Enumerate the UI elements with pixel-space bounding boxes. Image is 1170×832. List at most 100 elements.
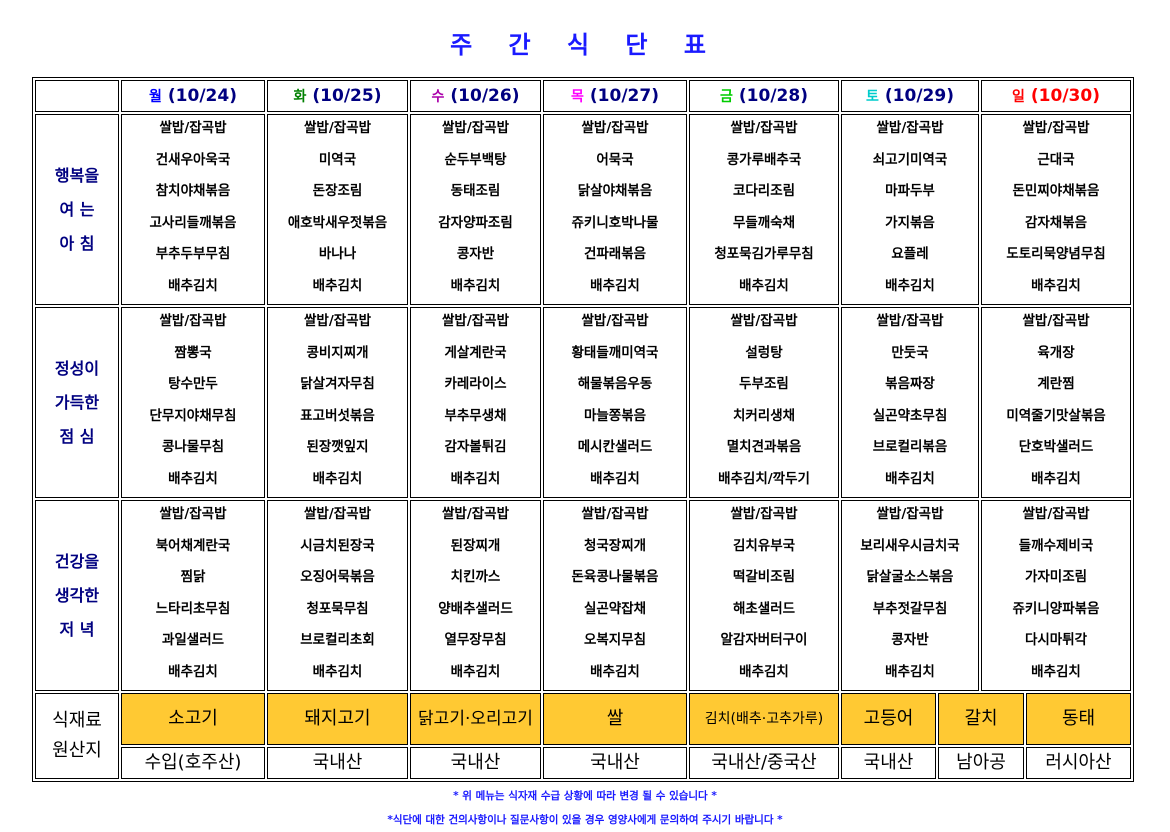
dish-item: 콩가루배추국 [726,151,802,168]
origin-cell: 국내산 [410,747,541,779]
dish-item: 브로컬리볶음 [872,439,948,455]
dish-item: 멸치견과볶음 [726,439,802,455]
menu-cell: 쌀밥/잡곡밥 순두부백탕 동태조림 감자양파조림 콩자반 배추김치 [410,114,541,305]
menu-cell: 쌀밥/잡곡밥 청국장찌개 돈육콩나물볶음 실곤약잡채 오복지무침 배추김치 [543,500,687,691]
menu-cell: 쌀밥/잡곡밥 콩가루배추국 코다리조림 무들깨숙채 청포묵김가루무침 배추김치 [689,114,839,305]
dish-item: 열무장무침 [444,632,507,648]
day-date: (10/27) [589,86,659,106]
dish-item: 배추김치 [450,277,501,294]
day-header: 토 (10/29) [841,80,979,112]
ingredient-cell: 돼지고기 [267,693,408,745]
dish-item: 도토리묵양념무침 [1006,246,1106,262]
day-icon: 수 [431,89,445,105]
dish-item: 알감자버터구이 [720,632,808,648]
dish-item: 쌀밥/잡곡밥 [581,313,649,329]
dish-item: 육개장 [1037,344,1075,361]
dish-item: 건파래볶음 [583,246,647,262]
dish-item: 설렁탕 [745,344,783,361]
dish-item: 배추김치 [312,277,363,294]
dish-item: 된장찌개 [450,537,501,554]
dish-item: 배추김치 [885,663,935,680]
dish-item: 게살계란국 [444,344,507,361]
ingredient-cell: 소고기 [121,693,265,745]
dish-item: 황태들깨미역국 [571,344,659,361]
dish-item: 배추김치 [590,470,640,487]
ingredient-cell: 동태 [1026,693,1131,745]
dish-item: 치커리생채 [732,407,796,424]
dish-item: 김치유부국 [732,537,796,554]
day-header: 일 (10/30) [981,80,1131,112]
dish-item: 감자볼튀김 [444,439,507,455]
origin-cell: 국내산 [267,747,408,779]
day-icon: 금 [720,89,733,105]
dish-item: 배추김치 [885,277,935,294]
day-date: (10/24) [167,86,237,106]
dish-item: 감자채볶음 [1024,214,1088,231]
day-icon: 토 [866,89,879,105]
dish-item: 해물볶음우동 [577,376,653,392]
day-date: (10/30) [1030,86,1100,106]
dish-item: 브로컬리초회 [300,632,375,648]
meal-row: 건강을 생각한 저 녁 쌀밥/잡곡밥 북어채계란국 찜닭 느타리초무침 과일샐러드 배추김치 쌀밥… [35,500,1131,691]
origin-cell: 남아공 [938,747,1024,779]
dish-item: 근대국 [1037,151,1075,168]
dish-item: 해초샐러드 [732,600,796,617]
day-header: 월 (10/24) [121,80,265,112]
day-header: 화 (10/25) [267,80,408,112]
dish-item: 찜닭 [180,569,206,585]
dish-item: 콩비지찌개 [306,344,369,361]
menu-cell: 쌀밥/잡곡밥 게살계란국 카레라이스 부추무생채 감자볼튀김 배추김치 [410,307,541,498]
menu-cell: 쌀밥/잡곡밥 김치유부국 떡갈비조림 해초샐러드 알감자버터구이 배추김치 [689,500,839,691]
dish-item: 배추김치 [168,470,218,487]
dish-item: 북어채계란국 [155,537,231,554]
origin-cell: 국내산 [543,747,687,779]
dish-item: 배추김치 [1031,277,1081,294]
menu-cell: 쌀밥/잡곡밥 건새우아욱국 참치야채볶음 고사리들깨볶음 부추두부무침 배추김치 [121,114,265,305]
dish-item: 쌀밥/잡곡밥 [441,506,510,522]
origin-label: 식재료 원산지 [35,693,119,779]
dish-item: 가지볶음 [885,214,935,231]
meal-label: 건강을 생각한 저 녁 [35,500,119,691]
dish-item: 동태조림 [450,183,501,199]
dish-item: 쌀밥/잡곡밥 [441,120,510,136]
dish-item: 어묵국 [596,151,634,168]
dish-item: 쌀밥/잡곡밥 [581,120,649,136]
dish-item: 배추김치 [885,470,935,487]
dish-item: 배추김치/깍두기 [718,470,810,487]
dish-item: 돈장조림 [312,183,363,199]
dish-item: 배추김치 [590,663,640,680]
dish-item: 계란찜 [1037,376,1075,392]
dish-item: 닭살야채볶음 [577,183,653,199]
dish-item: 쌀밥/잡곡밥 [730,506,798,522]
dish-item: 카레라이스 [444,376,507,392]
dish-item: 바나나 [318,246,357,262]
dish-item: 애호박새우젓볶음 [287,214,388,231]
dish-item: 쌀밥/잡곡밥 [730,120,798,136]
dish-item: 청포묵김가루무침 [714,246,814,262]
dish-item: 배추김치 [450,470,501,487]
dish-item: 쌀밥/잡곡밥 [1022,120,1090,136]
note-change: * 위 메뉴는 식자재 수급 상황에 따라 변경 될 수 있습니다 * [453,790,717,802]
dish-item: 짬뽕국 [174,344,212,361]
origin-cell: 국내산 [841,747,936,779]
day-icon: 일 [1012,89,1025,105]
dish-item: 쌀밥/잡곡밥 [303,506,372,522]
dish-item: 보리새우시금치국 [860,537,960,554]
dish-item: 실곤약초무침 [872,407,948,424]
dish-item: 쌀밥/잡곡밥 [159,120,227,136]
note-inquiry: *식단에 대한 건의사항이나 질문사항이 있을 경우 영양사에게 문의하여 주시… [387,814,783,826]
meal-label: 정성이 가득한 점 심 [35,307,119,498]
menu-cell: 쌀밥/잡곡밥 들깨수제비국 가자미조림 쥬키니양파볶음 다시마튀각 배추김치 [981,500,1131,691]
day-header: 목 (10/27) [543,80,687,112]
dish-item: 쌀밥/잡곡밥 [581,506,649,522]
ingredient-cell: 닭고기·오리고기 [410,693,541,745]
day-icon: 목 [571,89,584,105]
dish-item: 배추김치 [312,663,363,680]
menu-cell: 쌀밥/잡곡밥 북어채계란국 찜닭 느타리초무침 과일샐러드 배추김치 [121,500,265,691]
dish-item: 시금치된장국 [300,537,375,554]
menu-cell: 쌀밥/잡곡밥 시금치된장국 오징어묵볶음 청포묵무침 브로컬리초회 배추김치 [267,500,408,691]
dish-item: 배추김치 [590,277,640,294]
dish-item: 두부조림 [739,376,789,392]
dish-item: 느타리초무침 [155,600,231,617]
dish-item: 떡갈비조림 [732,569,796,585]
